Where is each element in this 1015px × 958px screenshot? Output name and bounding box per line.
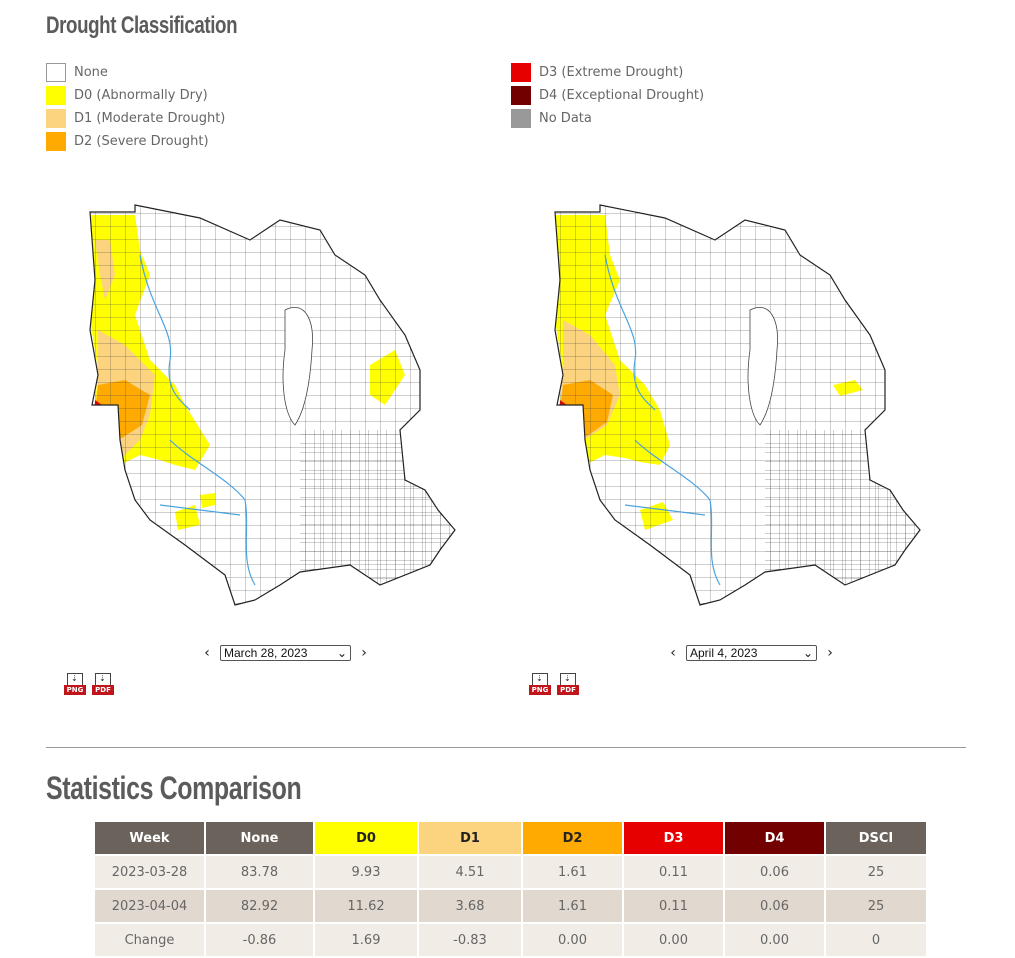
col-header-d3: D3 [624, 822, 723, 854]
pdf-label: PDF [557, 685, 579, 695]
cell-dsci: 25 [826, 890, 926, 922]
legend-label: No Data [539, 111, 592, 126]
table-row: Change -0.86 1.69 -0.83 0.00 0.00 0.00 0 [95, 924, 926, 956]
legend-swatch-d2 [46, 132, 66, 151]
cell-week: 2023-04-04 [95, 890, 204, 922]
date-select-right[interactable]: April 4, 2023 ⌄ [686, 645, 817, 661]
pdf-label: PDF [92, 685, 114, 695]
chevron-down-icon: ⌄ [336, 646, 347, 660]
date-nav-right: ‹ April 4, 2023 ⌄ › [666, 645, 837, 661]
cell-d1: 4.51 [419, 856, 521, 888]
cell-d2: 1.61 [523, 856, 622, 888]
next-date-button[interactable]: › [827, 645, 833, 661]
cell-d0: 1.69 [315, 924, 417, 956]
drought-map-april-4 [545, 200, 925, 620]
col-header-week: Week [95, 822, 204, 854]
pdf-download-icon[interactable]: ⇣ PDF [92, 673, 114, 697]
cell-none: 83.78 [206, 856, 313, 888]
stats-table: Week None D0 D1 D2 D3 D4 DSCI 2023-03-28… [93, 820, 928, 958]
cell-dsci: 25 [826, 856, 926, 888]
png-download-icon[interactable]: ⇣ PNG [64, 673, 86, 697]
section-divider [46, 747, 966, 748]
download-icons-left: ⇣ PNG ⇣ PDF [64, 673, 114, 697]
legend-label: None [74, 65, 108, 80]
cell-dsci: 0 [826, 924, 926, 956]
col-header-d2: D2 [523, 822, 622, 854]
cell-week: 2023-03-28 [95, 856, 204, 888]
legend-label: D1 (Moderate Drought) [74, 111, 226, 126]
cell-d3: 0.11 [624, 856, 723, 888]
drought-map-march-28 [80, 200, 460, 620]
map-svg [89, 204, 456, 606]
cell-d3: 0.00 [624, 924, 723, 956]
legend-label: D3 (Extreme Drought) [539, 65, 684, 80]
cell-d4: 0.00 [725, 924, 824, 956]
legend-item-d3: D3 (Extreme Drought) [511, 61, 704, 84]
legend-column-left: None D0 (Abnormally Dry) D1 (Moderate Dr… [46, 61, 225, 153]
prev-date-button[interactable]: ‹ [670, 645, 676, 661]
cell-none: 82.92 [206, 890, 313, 922]
pdf-download-icon[interactable]: ⇣ PDF [557, 673, 579, 697]
cell-d4: 0.06 [725, 856, 824, 888]
col-header-d1: D1 [419, 822, 521, 854]
cell-d1: -0.83 [419, 924, 521, 956]
legend-swatch-d4 [511, 86, 531, 105]
download-icons-right: ⇣ PNG ⇣ PDF [529, 673, 579, 697]
cell-d0: 9.93 [315, 856, 417, 888]
legend-label: D0 (Abnormally Dry) [74, 88, 208, 103]
legend-swatch-no-data [511, 109, 531, 128]
next-date-button[interactable]: › [361, 645, 367, 661]
col-header-dsci: DSCI [826, 822, 926, 854]
cell-d2: 1.61 [523, 890, 622, 922]
legend-title: Drought Classification [46, 12, 238, 39]
legend-swatch-d3 [511, 63, 531, 82]
stats-header-row: Week None D0 D1 D2 D3 D4 DSCI [95, 822, 926, 854]
selected-date: March 28, 2023 [224, 646, 308, 660]
cell-d2: 0.00 [523, 924, 622, 956]
cell-d4: 0.06 [725, 890, 824, 922]
png-label: PNG [529, 685, 551, 695]
date-nav-left: ‹ March 28, 2023 ⌄ › [200, 645, 371, 661]
cell-week: Change [95, 924, 204, 956]
legend-item-d0: D0 (Abnormally Dry) [46, 84, 225, 107]
table-row: 2023-03-28 83.78 9.93 4.51 1.61 0.11 0.0… [95, 856, 926, 888]
legend-label: D4 (Exceptional Drought) [539, 88, 705, 103]
stats-title: Statistics Comparison [46, 770, 302, 806]
map-svg [554, 204, 921, 606]
cell-none: -0.86 [206, 924, 313, 956]
legend-swatch-none [46, 63, 66, 82]
legend-label: D2 (Severe Drought) [74, 134, 209, 149]
selected-date: April 4, 2023 [690, 646, 758, 660]
png-label: PNG [64, 685, 86, 695]
legend-item-d2: D2 (Severe Drought) [46, 130, 225, 153]
legend-item-d4: D4 (Exceptional Drought) [511, 84, 704, 107]
prev-date-button[interactable]: ‹ [204, 645, 210, 661]
col-header-d0: D0 [315, 822, 417, 854]
legend-item-d1: D1 (Moderate Drought) [46, 107, 225, 130]
table-row: 2023-04-04 82.92 11.62 3.68 1.61 0.11 0.… [95, 890, 926, 922]
cell-d0: 11.62 [315, 890, 417, 922]
legend-swatch-d0 [46, 86, 66, 105]
chevron-down-icon: ⌄ [802, 646, 813, 660]
legend-swatch-d1 [46, 109, 66, 128]
cell-d3: 0.11 [624, 890, 723, 922]
cell-d1: 3.68 [419, 890, 521, 922]
legend-item-none: None [46, 61, 225, 84]
legend-column-right: D3 (Extreme Drought) D4 (Exceptional Dro… [511, 61, 704, 130]
date-select-left[interactable]: March 28, 2023 ⌄ [220, 645, 351, 661]
legend-item-no-data: No Data [511, 107, 704, 130]
png-download-icon[interactable]: ⇣ PNG [529, 673, 551, 697]
col-header-none: None [206, 822, 313, 854]
col-header-d4: D4 [725, 822, 824, 854]
